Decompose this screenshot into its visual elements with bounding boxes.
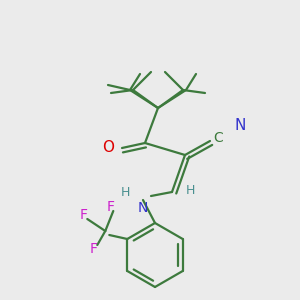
Text: N: N	[234, 118, 246, 133]
Text: F: F	[79, 208, 87, 222]
Text: H: H	[120, 185, 130, 199]
Text: C: C	[213, 131, 223, 145]
Text: H: H	[185, 184, 195, 196]
Text: O: O	[102, 140, 114, 155]
Text: N: N	[138, 201, 148, 215]
Text: F: F	[106, 200, 114, 214]
Text: F: F	[89, 242, 97, 256]
